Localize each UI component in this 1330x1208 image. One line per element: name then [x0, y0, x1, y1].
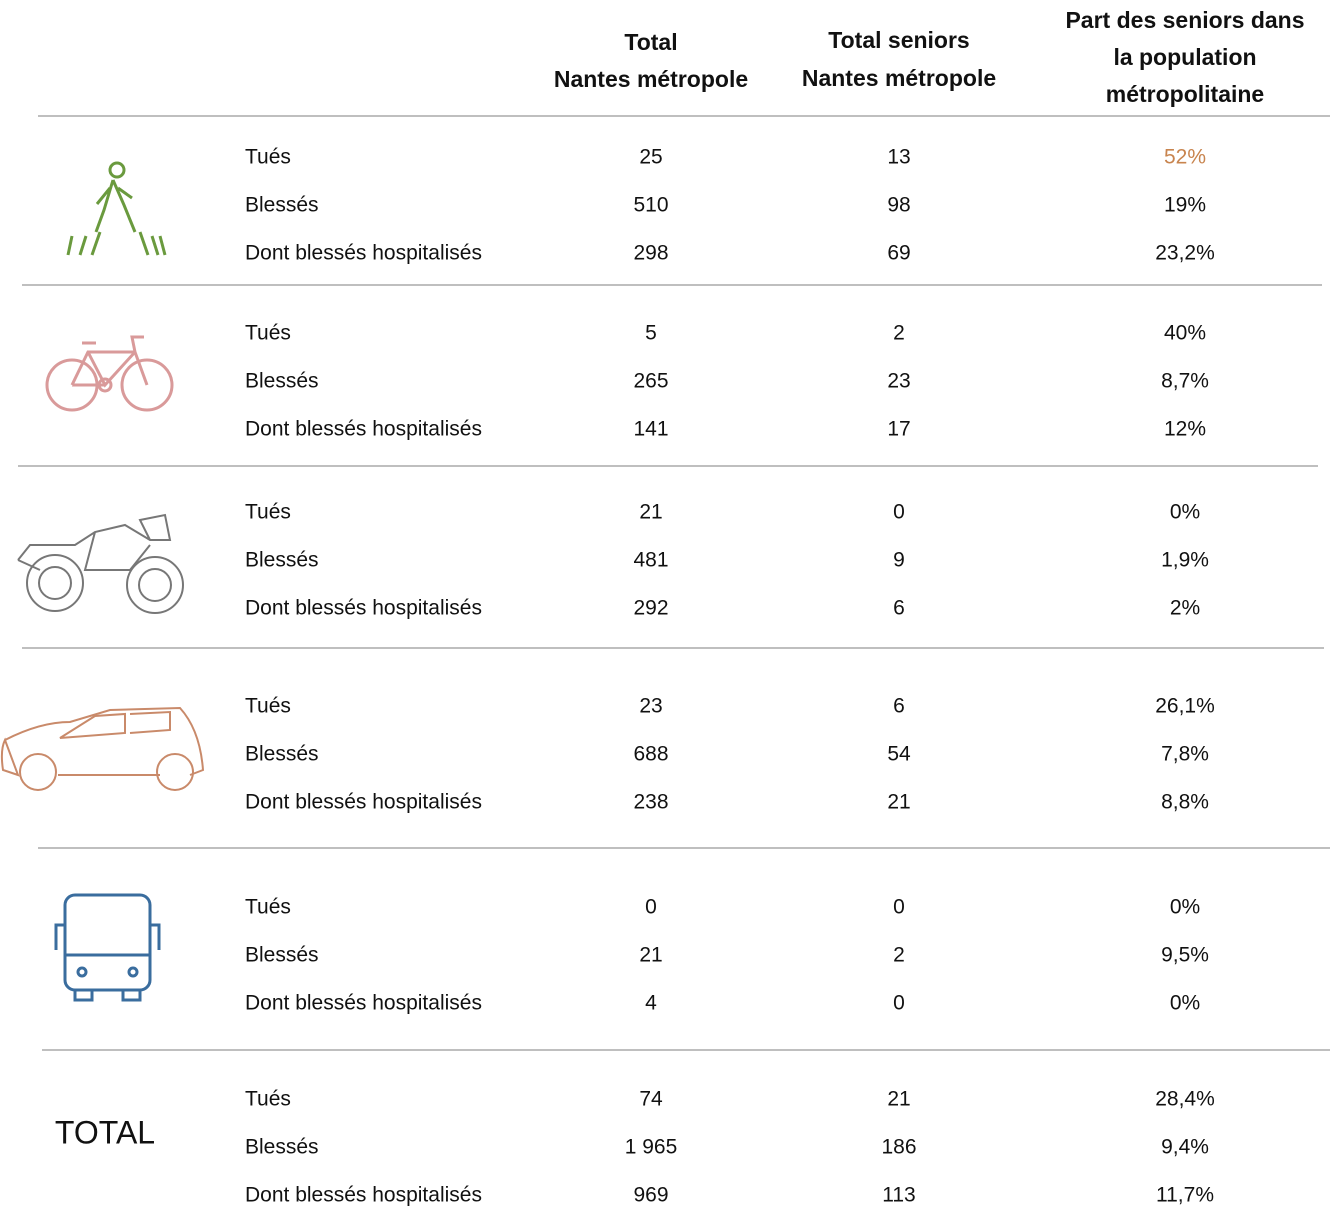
cell: 23	[639, 695, 662, 718]
row-label: Tués	[245, 501, 291, 524]
car-icon	[0, 706, 205, 791]
row-label: Blessés	[245, 944, 319, 967]
cell: 5	[645, 322, 657, 345]
cell: 21	[639, 501, 662, 524]
total-label: TOTAL	[55, 1114, 155, 1150]
cell: 2	[893, 322, 905, 345]
row-label: Blessés	[245, 194, 319, 217]
row-label: Tués	[245, 896, 291, 919]
column-header: Nantes métropole	[554, 66, 748, 92]
cell: 25	[639, 146, 662, 169]
cell: 19%	[1164, 194, 1206, 217]
cell: 0	[645, 896, 657, 919]
cell: 0%	[1170, 896, 1200, 919]
cell: 4	[645, 992, 657, 1015]
row-label: Blessés	[245, 370, 319, 393]
cell: 69	[887, 242, 910, 265]
row-label: Tués	[245, 322, 291, 345]
row-label: Blessés	[245, 1136, 319, 1159]
column-header: Part des seniors dans	[1065, 7, 1304, 33]
cell: 26,1%	[1155, 695, 1215, 718]
cell: 481	[633, 549, 668, 572]
cell: 54	[887, 743, 911, 766]
cell: 265	[633, 370, 668, 393]
cell: 74	[639, 1088, 663, 1111]
cell: 0	[893, 501, 905, 524]
cell: 0%	[1170, 501, 1200, 524]
row-label: Dont blessés hospitalisés	[245, 992, 482, 1015]
column-header: Nantes métropole	[802, 65, 996, 91]
cell: 17	[887, 418, 910, 441]
cell: 969	[633, 1184, 668, 1207]
column-header: Total	[624, 29, 677, 55]
cell: 11,7%	[1156, 1184, 1214, 1207]
cell: 8,7%	[1161, 370, 1209, 393]
cell: 6	[893, 695, 905, 718]
cell: 688	[633, 743, 668, 766]
cell: 1 965	[625, 1136, 678, 1159]
cell: 21	[887, 791, 910, 814]
bus-icon	[54, 893, 161, 1002]
cell: 113	[882, 1184, 915, 1207]
cell: 9,5%	[1161, 944, 1209, 967]
row-label: Tués	[245, 1088, 291, 1111]
cell: 21	[887, 1088, 910, 1111]
cell: 9	[893, 549, 905, 572]
row-label: Dont blessés hospitalisés	[245, 418, 482, 441]
cell: 141	[633, 418, 668, 441]
bicycle-icon	[45, 335, 174, 412]
cell: 6	[893, 597, 905, 620]
column-header: Total seniors	[828, 27, 969, 53]
cell: 28,4%	[1155, 1088, 1215, 1111]
cell: 298	[633, 242, 668, 265]
cell: 40%	[1164, 322, 1206, 345]
cell: 98	[887, 194, 910, 217]
cell: 23	[887, 370, 910, 393]
motorcycle-icon	[17, 513, 184, 614]
cell: 0%	[1170, 992, 1200, 1015]
row-label: Tués	[245, 146, 291, 169]
cell: 13	[887, 146, 910, 169]
row-label: Dont blessés hospitalisés	[245, 1184, 482, 1207]
cell: 292	[633, 597, 668, 620]
cell: 8,8%	[1161, 791, 1209, 814]
pedestrian-icon	[66, 161, 167, 256]
cell: 23,2%	[1155, 242, 1215, 265]
cell: 2%	[1170, 597, 1200, 620]
cell: 2	[893, 944, 905, 967]
cell: 186	[881, 1136, 916, 1159]
cell: 0	[893, 896, 905, 919]
cell: 0	[893, 992, 905, 1015]
cell: 9,4%	[1161, 1136, 1209, 1159]
cell: 510	[633, 194, 668, 217]
column-header: la population	[1113, 44, 1256, 70]
cell: 12%	[1164, 418, 1206, 441]
cell: 7,8%	[1161, 743, 1209, 766]
column-header: métropolitaine	[1106, 81, 1264, 107]
row-label: Dont blessés hospitalisés	[245, 791, 482, 814]
row-label: Tués	[245, 695, 291, 718]
row-label: Blessés	[245, 549, 319, 572]
row-label: Blessés	[245, 743, 319, 766]
cell: 52%	[1164, 146, 1206, 169]
cell: 238	[633, 791, 668, 814]
row-label: Dont blessés hospitalisés	[245, 597, 482, 620]
cell: 21	[639, 944, 662, 967]
cell: 1,9%	[1161, 549, 1209, 572]
row-label: Dont blessés hospitalisés	[245, 242, 482, 265]
